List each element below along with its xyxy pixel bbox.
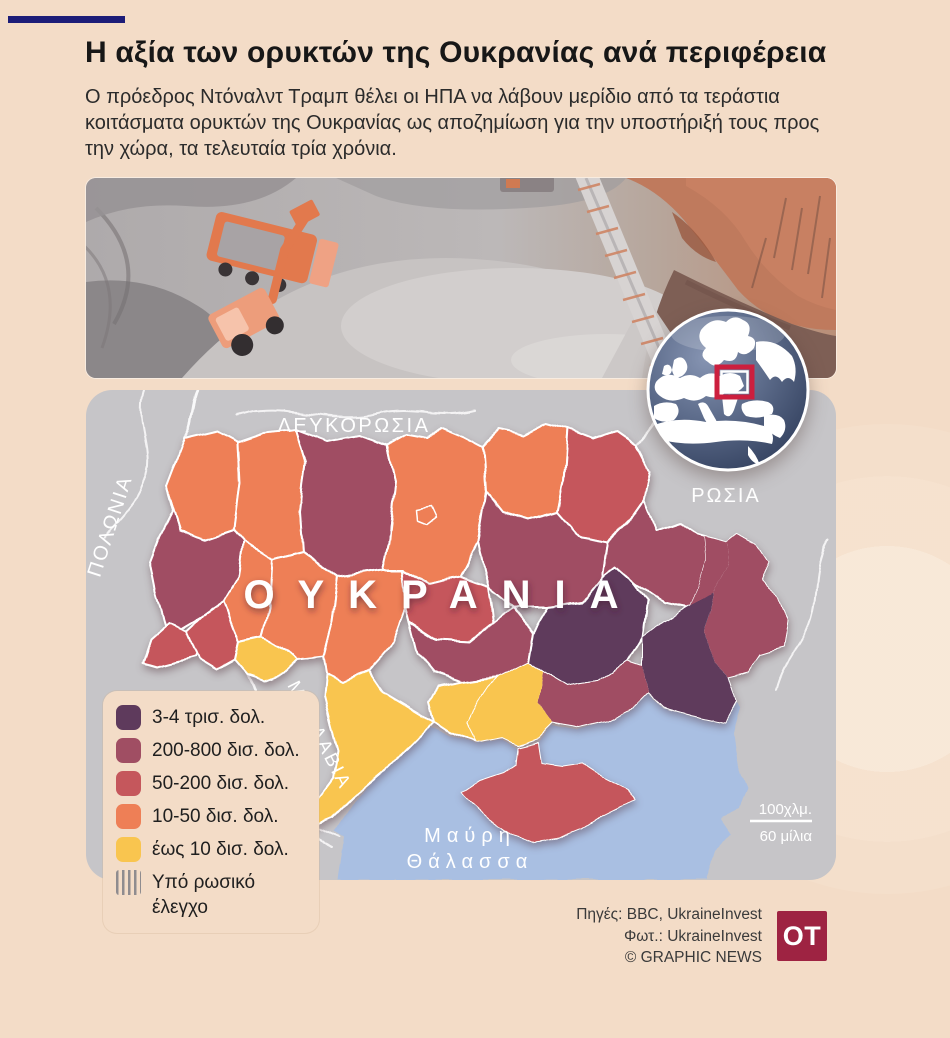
legend-swatch-tier3 [116,771,141,796]
wheel-loader [208,199,320,356]
accent-bar [8,16,125,23]
scale-km: 100χλμ. [759,801,812,818]
legend-item: έως 10 δισ. δολ. [116,837,307,862]
legend-item: 200-800 δισ. δολ. [116,738,307,763]
legend-swatch-occupied-hatch [116,870,141,895]
legend-label: έως 10 δισ. δολ. [152,839,289,860]
page-title: Η αξία των ορυκτών της Ουκρανίας ανά περ… [85,36,827,69]
tire-track [94,206,131,326]
legend-label: Υπό ρωσικό έλεγχο [152,872,256,918]
credit-copyright: © GRAPHIC NEWS [624,949,762,966]
legend-label: 200-800 δισ. δολ. [152,740,300,761]
legend-label: 3-4 τρισ. δολ. [152,707,266,728]
credits-block: Πηγές: BBC, UkraineInvest Φωτ.: UkraineI… [576,904,762,969]
region-chernivtsi [234,636,298,681]
dump-truck [206,212,339,292]
legend-label: 10-50 δισ. δολ. [152,806,279,827]
scale-miles: 60 μίλια [760,828,813,845]
region-odesa [311,669,434,827]
region-khmelnytskyi [261,551,339,661]
ukraine-mineral-map: ΛΕΥΚΟΡΩΣΙΑ ΠΟΛΩΝΙΑ ΡΩΣΙΑ ΜΟΛΔΑΒΙΑ ΟΥΚΡΑΝ… [86,390,836,880]
label-russia: ΡΩΣΙΑ [691,485,761,507]
ot-logo: OT [777,911,827,961]
locator-box-red [714,364,755,400]
tire-track [86,245,112,349]
label-black-sea-line1: Μαύρη [424,825,516,847]
locator-box-inner [720,370,749,394]
russia-land [706,705,836,880]
globe-locator [645,307,811,473]
region-kyiv-oblast [382,426,487,585]
mine-photo-illustration [86,178,836,378]
mine-photo [86,178,836,378]
label-black-sea-line2: Θάλασσα [407,851,534,873]
region-zhytomyr [295,428,397,578]
intro-paragraph: Ο πρόεδρος Ντόναλντ Τραμπ θέλει οι ΗΠΑ ν… [85,86,820,160]
region-ivano-frankivsk [186,601,240,671]
credit-photo: Φωτ.: UkraineInvest [623,927,762,945]
map-legend: 3-4 τρισ. δολ. 200-800 δισ. δολ. 50-200 … [103,691,319,933]
label-belarus: ΛΕΥΚΟΡΩΣΙΑ [278,415,431,437]
conveyor-frame [577,182,673,368]
label-poland: ΠΟΛΩΝΙΑ [86,473,137,580]
legend-item: 3-4 τρισ. δολ. [116,705,307,730]
legend-swatch-tier4 [116,804,141,829]
caspian [777,382,789,408]
legend-label: 50-200 δισ. δολ. [152,773,290,794]
crusher-machine [500,178,554,192]
region-kyiv-city [415,505,437,525]
ot-logo-text: OT [782,920,822,951]
legend-swatch-tier5 [116,837,141,862]
legend-item: 10-50 δισ. δολ. [116,804,307,829]
scale-bar: 100χλμ. 60 μίλια [750,801,812,845]
legend-swatch-tier1 [116,705,141,730]
label-ukraine: ΟΥΚΡΑΝΙΑ [243,573,642,617]
region-rivne [233,428,307,561]
legend-swatch-tier2 [116,738,141,763]
credit-sources: Πηγές: BBC, UkraineInvest [576,906,762,923]
legend-item: Υπό ρωσικό έλεγχο [116,870,307,920]
globe-gloss [671,316,785,352]
legend-item: 50-200 δισ. δολ. [116,771,307,796]
